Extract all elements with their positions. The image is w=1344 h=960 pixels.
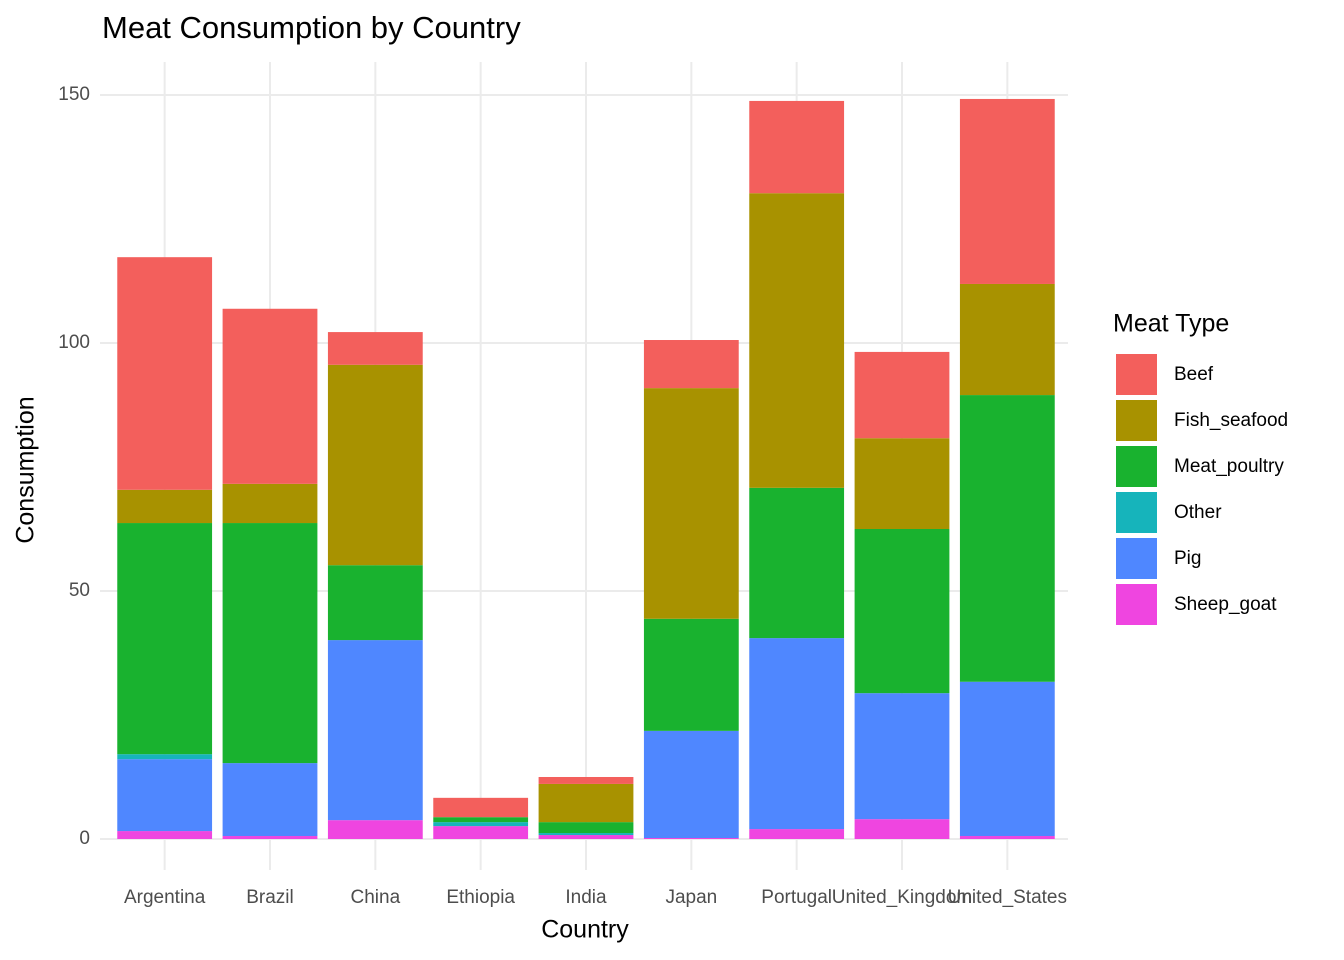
x-tick-label: Brazil bbox=[246, 887, 294, 908]
bar-segment bbox=[433, 826, 529, 839]
bar-segment bbox=[538, 833, 634, 836]
bar-segment bbox=[327, 332, 423, 365]
bar-segment bbox=[117, 754, 213, 760]
legend-label: Meat_poultry bbox=[1174, 456, 1284, 477]
bar-segment bbox=[538, 835, 634, 839]
bar-segment bbox=[749, 638, 845, 830]
bar-segment bbox=[854, 351, 950, 439]
bar-segment bbox=[854, 528, 950, 694]
bar-segment bbox=[959, 836, 1055, 839]
bar-segment bbox=[959, 98, 1055, 284]
legend-label: Fish_seafood bbox=[1174, 410, 1288, 431]
bar-segment bbox=[643, 340, 739, 389]
legend-key bbox=[1116, 492, 1157, 533]
bar-segment bbox=[327, 820, 423, 839]
bar-segment bbox=[117, 523, 213, 755]
bar-segment bbox=[117, 257, 213, 490]
bar-segment bbox=[643, 838, 739, 839]
bar-segment bbox=[117, 489, 213, 524]
legend-label: Sheep_goat bbox=[1174, 594, 1277, 615]
y-tick-label: 50 bbox=[69, 580, 90, 601]
bar-segment bbox=[222, 483, 318, 524]
bar-segment bbox=[327, 640, 423, 821]
bar-segment bbox=[854, 819, 950, 839]
y-tick-label: 0 bbox=[79, 828, 90, 849]
x-tick-label: United_Kingdom bbox=[832, 887, 972, 908]
legend-title: Meat Type bbox=[1113, 310, 1229, 338]
legend-label: Pig bbox=[1174, 548, 1201, 569]
bar-segment bbox=[643, 730, 739, 839]
bar-segment bbox=[222, 836, 318, 839]
bar-segment bbox=[959, 681, 1055, 837]
chart-title: Meat Consumption by Country bbox=[102, 10, 521, 45]
bar-segment bbox=[117, 759, 213, 832]
bar-segment bbox=[643, 388, 739, 619]
bar-segment bbox=[749, 829, 845, 839]
x-tick-label: Argentina bbox=[124, 887, 206, 908]
bar-segment bbox=[433, 797, 529, 818]
bar-segment bbox=[854, 438, 950, 529]
y-tick-label: 100 bbox=[58, 332, 90, 353]
bar-segment bbox=[854, 693, 950, 820]
bar-segment bbox=[327, 364, 423, 566]
y-axis-label: Consumption bbox=[12, 396, 40, 543]
legend-label: Other bbox=[1174, 502, 1222, 523]
legend-key bbox=[1116, 538, 1157, 579]
bar-segment bbox=[538, 776, 634, 784]
bar-segment bbox=[749, 487, 845, 639]
bar-segment bbox=[327, 565, 423, 641]
bar-segment bbox=[222, 523, 318, 764]
bar-segment bbox=[117, 831, 213, 839]
x-tick-label: Japan bbox=[665, 887, 717, 908]
bar-segment bbox=[538, 783, 634, 823]
x-axis-label: Country bbox=[541, 916, 629, 944]
legend-key bbox=[1116, 446, 1157, 487]
bar-segment bbox=[959, 283, 1055, 396]
bar-segment bbox=[959, 395, 1055, 682]
x-tick-label: Ethiopia bbox=[446, 887, 515, 908]
x-tick-label: Portugal bbox=[761, 887, 832, 908]
bar-segment bbox=[222, 763, 318, 837]
x-tick-label: India bbox=[565, 887, 607, 908]
bar-segment bbox=[222, 308, 318, 484]
legend-label: Beef bbox=[1174, 364, 1214, 385]
x-tick-label: United_States bbox=[948, 887, 1067, 908]
bar-segment bbox=[433, 817, 529, 823]
legend-key bbox=[1116, 584, 1157, 625]
bar-segment bbox=[749, 193, 845, 488]
y-tick-label: 150 bbox=[58, 84, 90, 105]
bar-segment bbox=[433, 822, 529, 827]
x-tick-label: China bbox=[351, 887, 401, 908]
legend-key bbox=[1116, 354, 1157, 395]
bar-segment bbox=[643, 618, 739, 731]
bar-segment bbox=[749, 100, 845, 194]
legend-key bbox=[1116, 400, 1157, 441]
bar-segment bbox=[538, 822, 634, 834]
